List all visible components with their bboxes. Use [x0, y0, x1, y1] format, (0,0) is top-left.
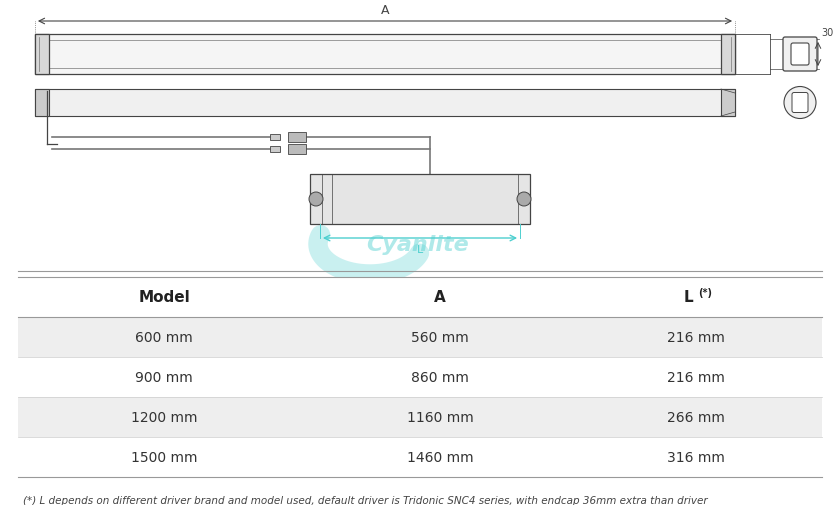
- Text: A: A: [381, 4, 389, 17]
- Text: 1500 mm: 1500 mm: [131, 450, 197, 464]
- Text: 316 mm: 316 mm: [667, 450, 725, 464]
- Text: (*): (*): [698, 287, 712, 297]
- Bar: [18, 437, 822, 477]
- Text: 900 mm: 900 mm: [135, 370, 193, 384]
- Bar: [18, 358, 822, 397]
- Text: Cyanlite: Cyanlite: [366, 234, 470, 255]
- Text: 216 mm: 216 mm: [667, 330, 725, 344]
- Bar: [721, 90, 735, 117]
- Bar: [18, 397, 822, 437]
- Bar: [35, 35, 49, 75]
- Text: 266 mm: 266 mm: [667, 410, 725, 424]
- Bar: [35, 35, 735, 75]
- Bar: [270, 135, 280, 141]
- Bar: [270, 147, 280, 153]
- FancyBboxPatch shape: [791, 44, 809, 66]
- Bar: [721, 35, 735, 75]
- Text: 1460 mm: 1460 mm: [407, 450, 473, 464]
- Text: 30: 30: [821, 28, 833, 38]
- Bar: [35, 90, 49, 117]
- Bar: [18, 317, 822, 358]
- Text: L: L: [683, 290, 693, 305]
- Bar: [310, 175, 530, 225]
- Text: A: A: [434, 290, 446, 305]
- Bar: [18, 277, 822, 317]
- Text: 560 mm: 560 mm: [411, 330, 469, 344]
- Circle shape: [309, 192, 323, 207]
- Text: 216 mm: 216 mm: [667, 370, 725, 384]
- Text: 1160 mm: 1160 mm: [407, 410, 474, 424]
- Bar: [35, 90, 735, 117]
- Bar: [288, 133, 306, 143]
- Text: 860 mm: 860 mm: [411, 370, 469, 384]
- Circle shape: [784, 87, 816, 119]
- Text: 1200 mm: 1200 mm: [131, 410, 197, 424]
- Text: (*) L depends on different driver brand and model used, default driver is Tridon: (*) L depends on different driver brand …: [23, 495, 707, 505]
- FancyBboxPatch shape: [783, 38, 817, 72]
- Bar: [288, 145, 306, 155]
- Text: L: L: [417, 244, 423, 255]
- Text: Model: Model: [138, 290, 190, 305]
- FancyBboxPatch shape: [792, 93, 808, 113]
- Circle shape: [517, 192, 531, 207]
- Text: 600 mm: 600 mm: [135, 330, 193, 344]
